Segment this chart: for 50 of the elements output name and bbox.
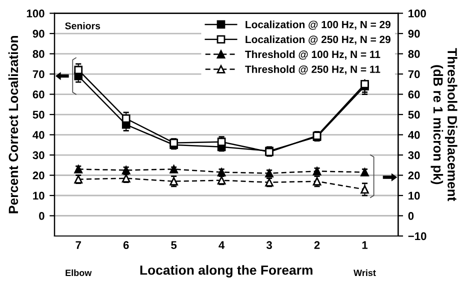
point [360, 168, 369, 176]
y2-tick-label: 70 [408, 70, 420, 78]
y2-tick-label: 20 [408, 172, 420, 180]
y2-tick-label: 80 [408, 50, 420, 58]
text: Elbow [66, 269, 92, 276]
y2-tick-label: 10 [408, 192, 420, 200]
y-tick-label: 40 [32, 131, 44, 139]
y2-axis-title: Threshold Displacement (dB re 1 micron pk) [430, 48, 458, 202]
y-axis-title: Percent Correct Localization [8, 36, 18, 214]
x-tick-label: 1 [362, 241, 368, 249]
y2-tick-label: 90 [408, 30, 420, 38]
point [170, 177, 178, 186]
point [360, 185, 369, 194]
y-tick-label: 20 [32, 172, 44, 180]
x-axis-title: Location along the Forearm [140, 265, 312, 278]
y-tick-label: 60 [32, 90, 44, 98]
y2-tick-label: 0 [408, 212, 414, 220]
legend-label: Localization @ 100 Hz, N = 29 [246, 20, 390, 30]
y2-tick-label: 30 [408, 151, 420, 160]
y-tick-label: 90 [32, 30, 44, 38]
x-tick-label: 5 [171, 241, 177, 250]
y-tick-label: 50 [32, 110, 44, 119]
x-tick-label: 4 [218, 241, 225, 249]
point [74, 66, 83, 74]
legend-label: Threshold @ 100 Hz, N = 11 [245, 50, 380, 60]
x-tick-label: 7 [76, 241, 81, 249]
x-tick-label: 3 [266, 241, 272, 250]
legend-label: Localization @ 250 Hz, N = 29 [246, 35, 390, 45]
y-tick-label: 10 [33, 192, 44, 200]
y-tick-label: 0 [39, 212, 44, 220]
y-tick-label: 30 [32, 151, 44, 160]
text: Wrist [354, 269, 376, 276]
point [265, 169, 274, 178]
y2-tick-label: 60 [408, 90, 420, 98]
y2-tick-label: 100 [408, 10, 426, 18]
y2-tick-label: 40 [408, 131, 420, 139]
point [122, 114, 130, 123]
point [74, 165, 83, 174]
y-tick-label: 100 [26, 10, 44, 18]
y-tick-label: 70 [32, 70, 44, 78]
x-tick-label: 6 [123, 241, 129, 250]
legend-label: Threshold @ 250 Hz, N = 11 [245, 65, 380, 75]
x-tick-label: 2 [314, 241, 320, 249]
y-tick-label: 80 [32, 50, 44, 58]
point [170, 165, 178, 174]
annotation: Seniors [65, 22, 100, 30]
y2-tick-label: −10 [408, 232, 426, 240]
y2-tick-label: 50 [408, 110, 420, 119]
point [360, 80, 369, 88]
point [312, 177, 322, 186]
